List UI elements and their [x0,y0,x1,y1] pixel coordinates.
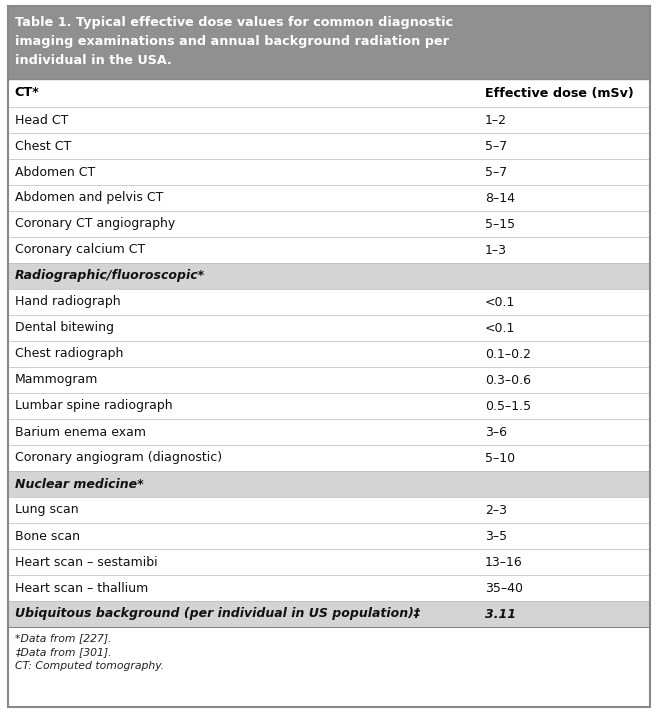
Text: CT: Computed tomography.: CT: Computed tomography. [15,661,164,671]
Bar [8,445,650,471]
Text: Mammogram: Mammogram [15,374,98,386]
Bar [8,497,650,523]
Bar [8,575,650,601]
Bar [8,393,650,419]
Bar [8,237,650,263]
Text: Coronary CT angiography: Coronary CT angiography [15,217,175,230]
Text: *Data from [227].: *Data from [227]. [15,633,111,643]
Text: 5–15: 5–15 [485,217,515,230]
Bar [8,133,650,159]
Bar [8,419,650,445]
Text: Coronary calcium CT: Coronary calcium CT [15,244,145,257]
Bar [8,185,650,211]
Bar [8,601,650,627]
Text: 2–3: 2–3 [485,503,507,516]
Text: ‡Data from [301].: ‡Data from [301]. [15,647,111,657]
Text: Coronary angiogram (diagnostic): Coronary angiogram (diagnostic) [15,451,222,464]
Bar [8,523,650,549]
Text: Lumbar spine radiograph: Lumbar spine radiograph [15,399,172,413]
Text: 3–6: 3–6 [485,426,507,438]
Text: Abdomen CT: Abdomen CT [15,165,95,178]
Bar [8,315,650,341]
Text: Heart scan – sestamibi: Heart scan – sestamibi [15,555,158,568]
Text: <0.1: <0.1 [485,295,515,309]
Text: Chest CT: Chest CT [15,140,71,153]
Text: Radiographic/fluoroscopic*: Radiographic/fluoroscopic* [15,270,205,282]
Text: Table 1. Typical effective dose values for common diagnostic: Table 1. Typical effective dose values f… [15,16,453,29]
Text: <0.1: <0.1 [485,322,515,334]
Bar [8,471,650,497]
Text: 13–16: 13–16 [485,555,523,568]
Bar [8,289,650,315]
Bar [8,367,650,393]
Text: Abdomen and pelvis CT: Abdomen and pelvis CT [15,192,163,205]
Bar [8,159,650,185]
Text: 5–7: 5–7 [485,165,507,178]
Bar [8,341,650,367]
Text: 8–14: 8–14 [485,192,515,205]
Bar [8,211,650,237]
Bar [8,627,650,707]
Text: imaging examinations and annual background radiation per: imaging examinations and annual backgrou… [15,35,449,48]
Text: Barium enema exam: Barium enema exam [15,426,146,438]
Text: 0.3–0.6: 0.3–0.6 [485,374,531,386]
Text: individual in the USA.: individual in the USA. [15,54,172,67]
Text: 35–40: 35–40 [485,582,523,595]
Bar [8,107,650,133]
Text: 1–2: 1–2 [485,113,507,126]
Bar [8,6,650,79]
Text: Ubiquitous background (per individual in US population)‡: Ubiquitous background (per individual in… [15,607,420,620]
Text: 5–7: 5–7 [485,140,507,153]
Text: 0.1–0.2: 0.1–0.2 [485,347,531,361]
Text: Lung scan: Lung scan [15,503,79,516]
Text: Hand radiograph: Hand radiograph [15,295,120,309]
Bar [8,549,650,575]
Text: Bone scan: Bone scan [15,530,80,543]
Text: 3–5: 3–5 [485,530,507,543]
Text: 0.5–1.5: 0.5–1.5 [485,399,531,413]
Text: 1–3: 1–3 [485,244,507,257]
Text: Dental bitewing: Dental bitewing [15,322,114,334]
Text: CT*: CT* [15,86,40,100]
Text: Effective dose (mSv): Effective dose (mSv) [485,86,634,100]
Text: 3.11: 3.11 [485,607,516,620]
Text: Nuclear medicine*: Nuclear medicine* [15,478,144,491]
Bar [8,79,650,107]
Text: Head CT: Head CT [15,113,68,126]
Bar [8,263,650,289]
Text: 5–10: 5–10 [485,451,515,464]
Text: Heart scan – thallium: Heart scan – thallium [15,582,148,595]
Text: Chest radiograph: Chest radiograph [15,347,123,361]
